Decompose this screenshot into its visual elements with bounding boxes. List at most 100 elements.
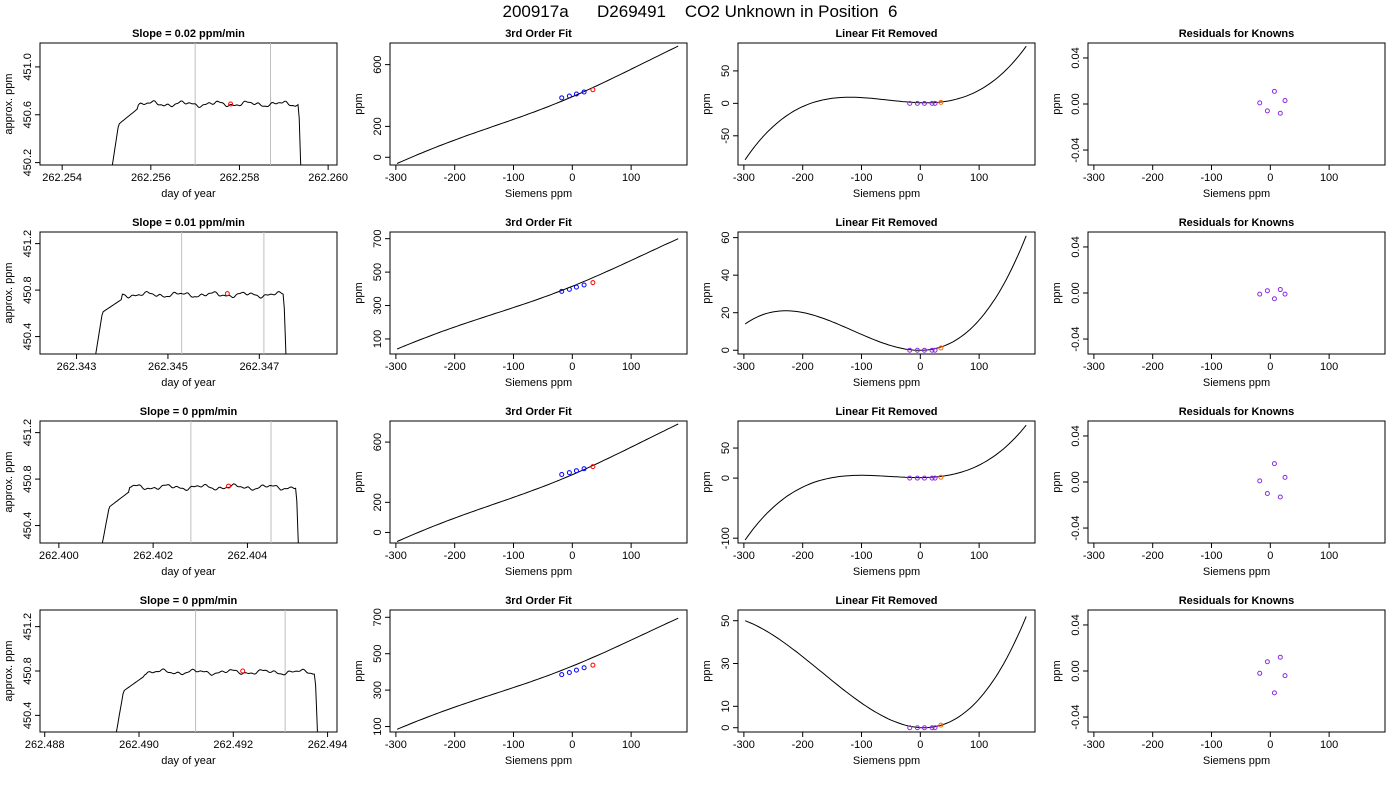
known-point <box>921 475 927 481</box>
panel-resid-row-4: Residuals for Knowns Siemens ppm ppm -300 -2… <box>1051 595 1386 767</box>
x-tick-label: 0 <box>1267 550 1273 562</box>
x-tick-label: 100 <box>970 550 988 562</box>
y-tick-label: 0.00 <box>1070 471 1082 492</box>
known-point <box>573 284 579 290</box>
panel-linear-row-1: Linear Fit Removed Siemens ppm ppm -300 -200… <box>701 28 1036 200</box>
plot-frame <box>737 609 1036 733</box>
x-tick-label: 100 <box>622 172 640 184</box>
x-tick-label: 0 <box>569 550 575 562</box>
y-tick-label: 0.04 <box>1070 614 1082 635</box>
residual-point <box>1257 670 1263 676</box>
known-point <box>573 468 579 474</box>
known-point <box>559 471 565 477</box>
x-tick-label: -100 <box>502 550 524 562</box>
y-tick-label: -0.04 <box>1070 515 1082 540</box>
x-axis-label: day of year <box>161 377 216 389</box>
y-axis-label: approx. ppm <box>3 73 15 134</box>
known-point <box>566 286 572 292</box>
known-point <box>929 725 935 731</box>
x-axis-label: day of year <box>161 566 216 578</box>
plot-frame <box>39 42 338 166</box>
x-tick-label: 100 <box>1320 739 1338 751</box>
residual-point <box>1271 296 1277 302</box>
x-tick-label: 0 <box>917 361 923 373</box>
x-tick-label: -200 <box>792 172 814 184</box>
x-tick-label: -200 <box>444 361 466 373</box>
x-axis-label: Siemens ppm <box>853 188 920 200</box>
x-tick-label: -200 <box>792 361 814 373</box>
residual-curve <box>744 45 1027 161</box>
panel-linear-row-4: Linear Fit Removed Siemens ppm ppm -300 -200… <box>701 595 1036 767</box>
known-point <box>914 475 920 481</box>
x-tick-label: -100 <box>502 172 524 184</box>
y-axis-label: approx. ppm <box>3 451 15 512</box>
panel-title: 3rd Order Fit <box>505 28 572 40</box>
y-tick-label: 0.04 <box>1070 425 1082 446</box>
x-axis-label: Siemens ppm <box>505 188 572 200</box>
y-tick-label: -100 <box>720 527 732 549</box>
x-tick-label: -100 <box>1200 550 1222 562</box>
y-tick-label: 450.4 <box>22 323 34 351</box>
x-tick-label: -200 <box>792 739 814 751</box>
y-tick-label: 450.4 <box>22 512 34 540</box>
x-tick-label: 100 <box>1320 172 1338 184</box>
x-tick-label: -200 <box>444 550 466 562</box>
y-axis-label: ppm <box>353 282 365 303</box>
y-tick-label: 0.00 <box>1070 660 1082 681</box>
fit-curve <box>396 45 679 164</box>
x-axis-label: Siemens ppm <box>505 755 572 767</box>
unknown-point <box>938 722 944 728</box>
residual-point <box>1282 474 1288 480</box>
x-tick-label: 262.492 <box>213 739 253 751</box>
y-tick-label: 10 <box>720 700 732 712</box>
x-axis-label: Siemens ppm <box>1203 377 1270 389</box>
x-tick-label: -100 <box>850 739 872 751</box>
x-tick-label: 0 <box>1267 739 1273 751</box>
x-tick-label: -300 <box>733 172 755 184</box>
y-tick-label: 0 <box>720 347 732 353</box>
panel-time-row-3: Slope = 0 ppm/min day of year approx. ppm 2… <box>3 406 338 578</box>
known-point <box>921 725 927 731</box>
y-tick-label: 0.04 <box>1070 236 1082 257</box>
plot-frame <box>389 420 688 544</box>
panel-title: 3rd Order Fit <box>505 595 572 607</box>
residual-point <box>1282 291 1288 297</box>
x-axis-label: Siemens ppm <box>1203 188 1270 200</box>
known-point <box>559 95 565 101</box>
residual-point <box>1264 491 1270 497</box>
x-tick-label: -100 <box>502 361 524 373</box>
known-point <box>914 347 920 353</box>
y-axis-label: ppm <box>1051 471 1063 492</box>
y-tick-label: 200 <box>372 117 384 135</box>
y-tick-label: 450.8 <box>22 465 34 493</box>
residual-point <box>1264 288 1270 294</box>
y-tick-label: 0 <box>720 100 732 106</box>
panel-linear-row-3: Linear Fit Removed Siemens ppm ppm -300 -200… <box>701 406 1036 578</box>
x-tick-label: -100 <box>1200 361 1222 373</box>
x-tick-label: 262.400 <box>39 550 79 562</box>
unknown-point <box>590 464 596 470</box>
known-point <box>573 91 579 97</box>
panel-title: Linear Fit Removed <box>835 217 937 229</box>
trace-line <box>111 100 302 165</box>
residual-curve <box>744 235 1027 351</box>
residual-point <box>1257 478 1263 484</box>
y-tick-label: 450.2 <box>22 149 34 177</box>
known-point <box>581 282 587 288</box>
panel-resid-row-2: Residuals for Knowns Siemens ppm ppm -300 -2… <box>1051 217 1386 389</box>
y-axis-label: ppm <box>701 282 713 303</box>
panel-time-row-1: Slope = 0.02 ppm/min day of year approx. p… <box>3 28 348 200</box>
x-tick-label: -300 <box>1083 361 1105 373</box>
residual-point <box>1271 461 1277 467</box>
x-tick-label: 0 <box>569 361 575 373</box>
x-tick-label: -300 <box>1083 739 1105 751</box>
known-point <box>581 89 587 95</box>
x-tick-label: 262.347 <box>239 361 279 373</box>
x-tick-label: -300 <box>1083 172 1105 184</box>
plot-frame <box>737 231 1036 355</box>
known-point <box>932 347 938 353</box>
x-tick-label: 262.258 <box>220 172 260 184</box>
y-tick-label: 50 <box>720 615 732 627</box>
x-tick-label: 0 <box>1267 172 1273 184</box>
